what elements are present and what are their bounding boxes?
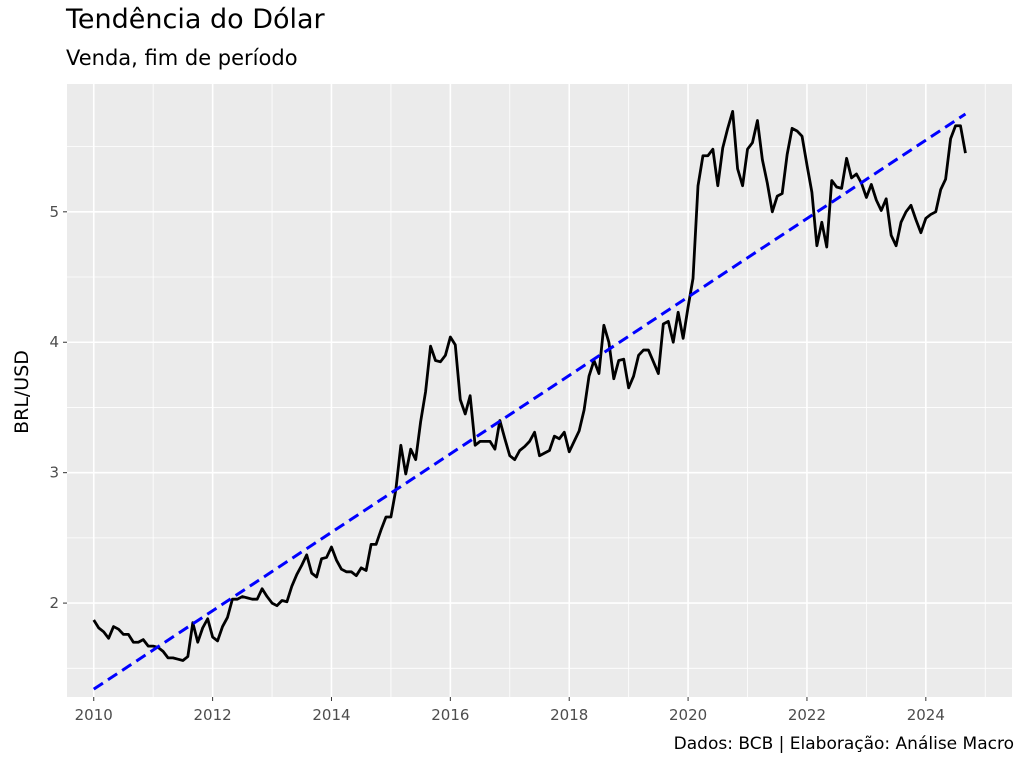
x-tick-label: 2018: [550, 706, 588, 724]
y-tick-label: 5: [49, 203, 59, 221]
y-tick-label: 2: [49, 594, 59, 612]
chart-caption: Dados: BCB | Elaboração: Análise Macro: [673, 734, 1014, 754]
plot-panel: [67, 84, 1012, 697]
x-tick-label: 2020: [669, 706, 707, 724]
x-tick-label: 2010: [75, 706, 113, 724]
y-axis-tick-labels: 2 3 4 5: [49, 203, 59, 612]
x-axis-tick-labels: 2010 2012 2014 2016 2018 2020 2022 2024: [75, 706, 945, 724]
x-tick-label: 2022: [788, 706, 826, 724]
x-tick-label: 2014: [312, 706, 350, 724]
x-tick-label: 2012: [194, 706, 232, 724]
trend-line: [92, 112, 967, 691]
chart-title: Tendência do Dólar: [66, 4, 325, 35]
chart-subtitle: Venda, fim de período: [66, 46, 298, 70]
y-tick-label: 3: [49, 464, 59, 482]
axis-ticks: [63, 211, 927, 701]
series-layer: [92, 109, 967, 691]
y-tick-label: 4: [49, 333, 59, 351]
x-tick-label: 2016: [431, 706, 469, 724]
x-tick-label: 2024: [907, 706, 945, 724]
exchange-rate-line: [92, 109, 967, 662]
minor-gridlines: [67, 84, 1012, 697]
